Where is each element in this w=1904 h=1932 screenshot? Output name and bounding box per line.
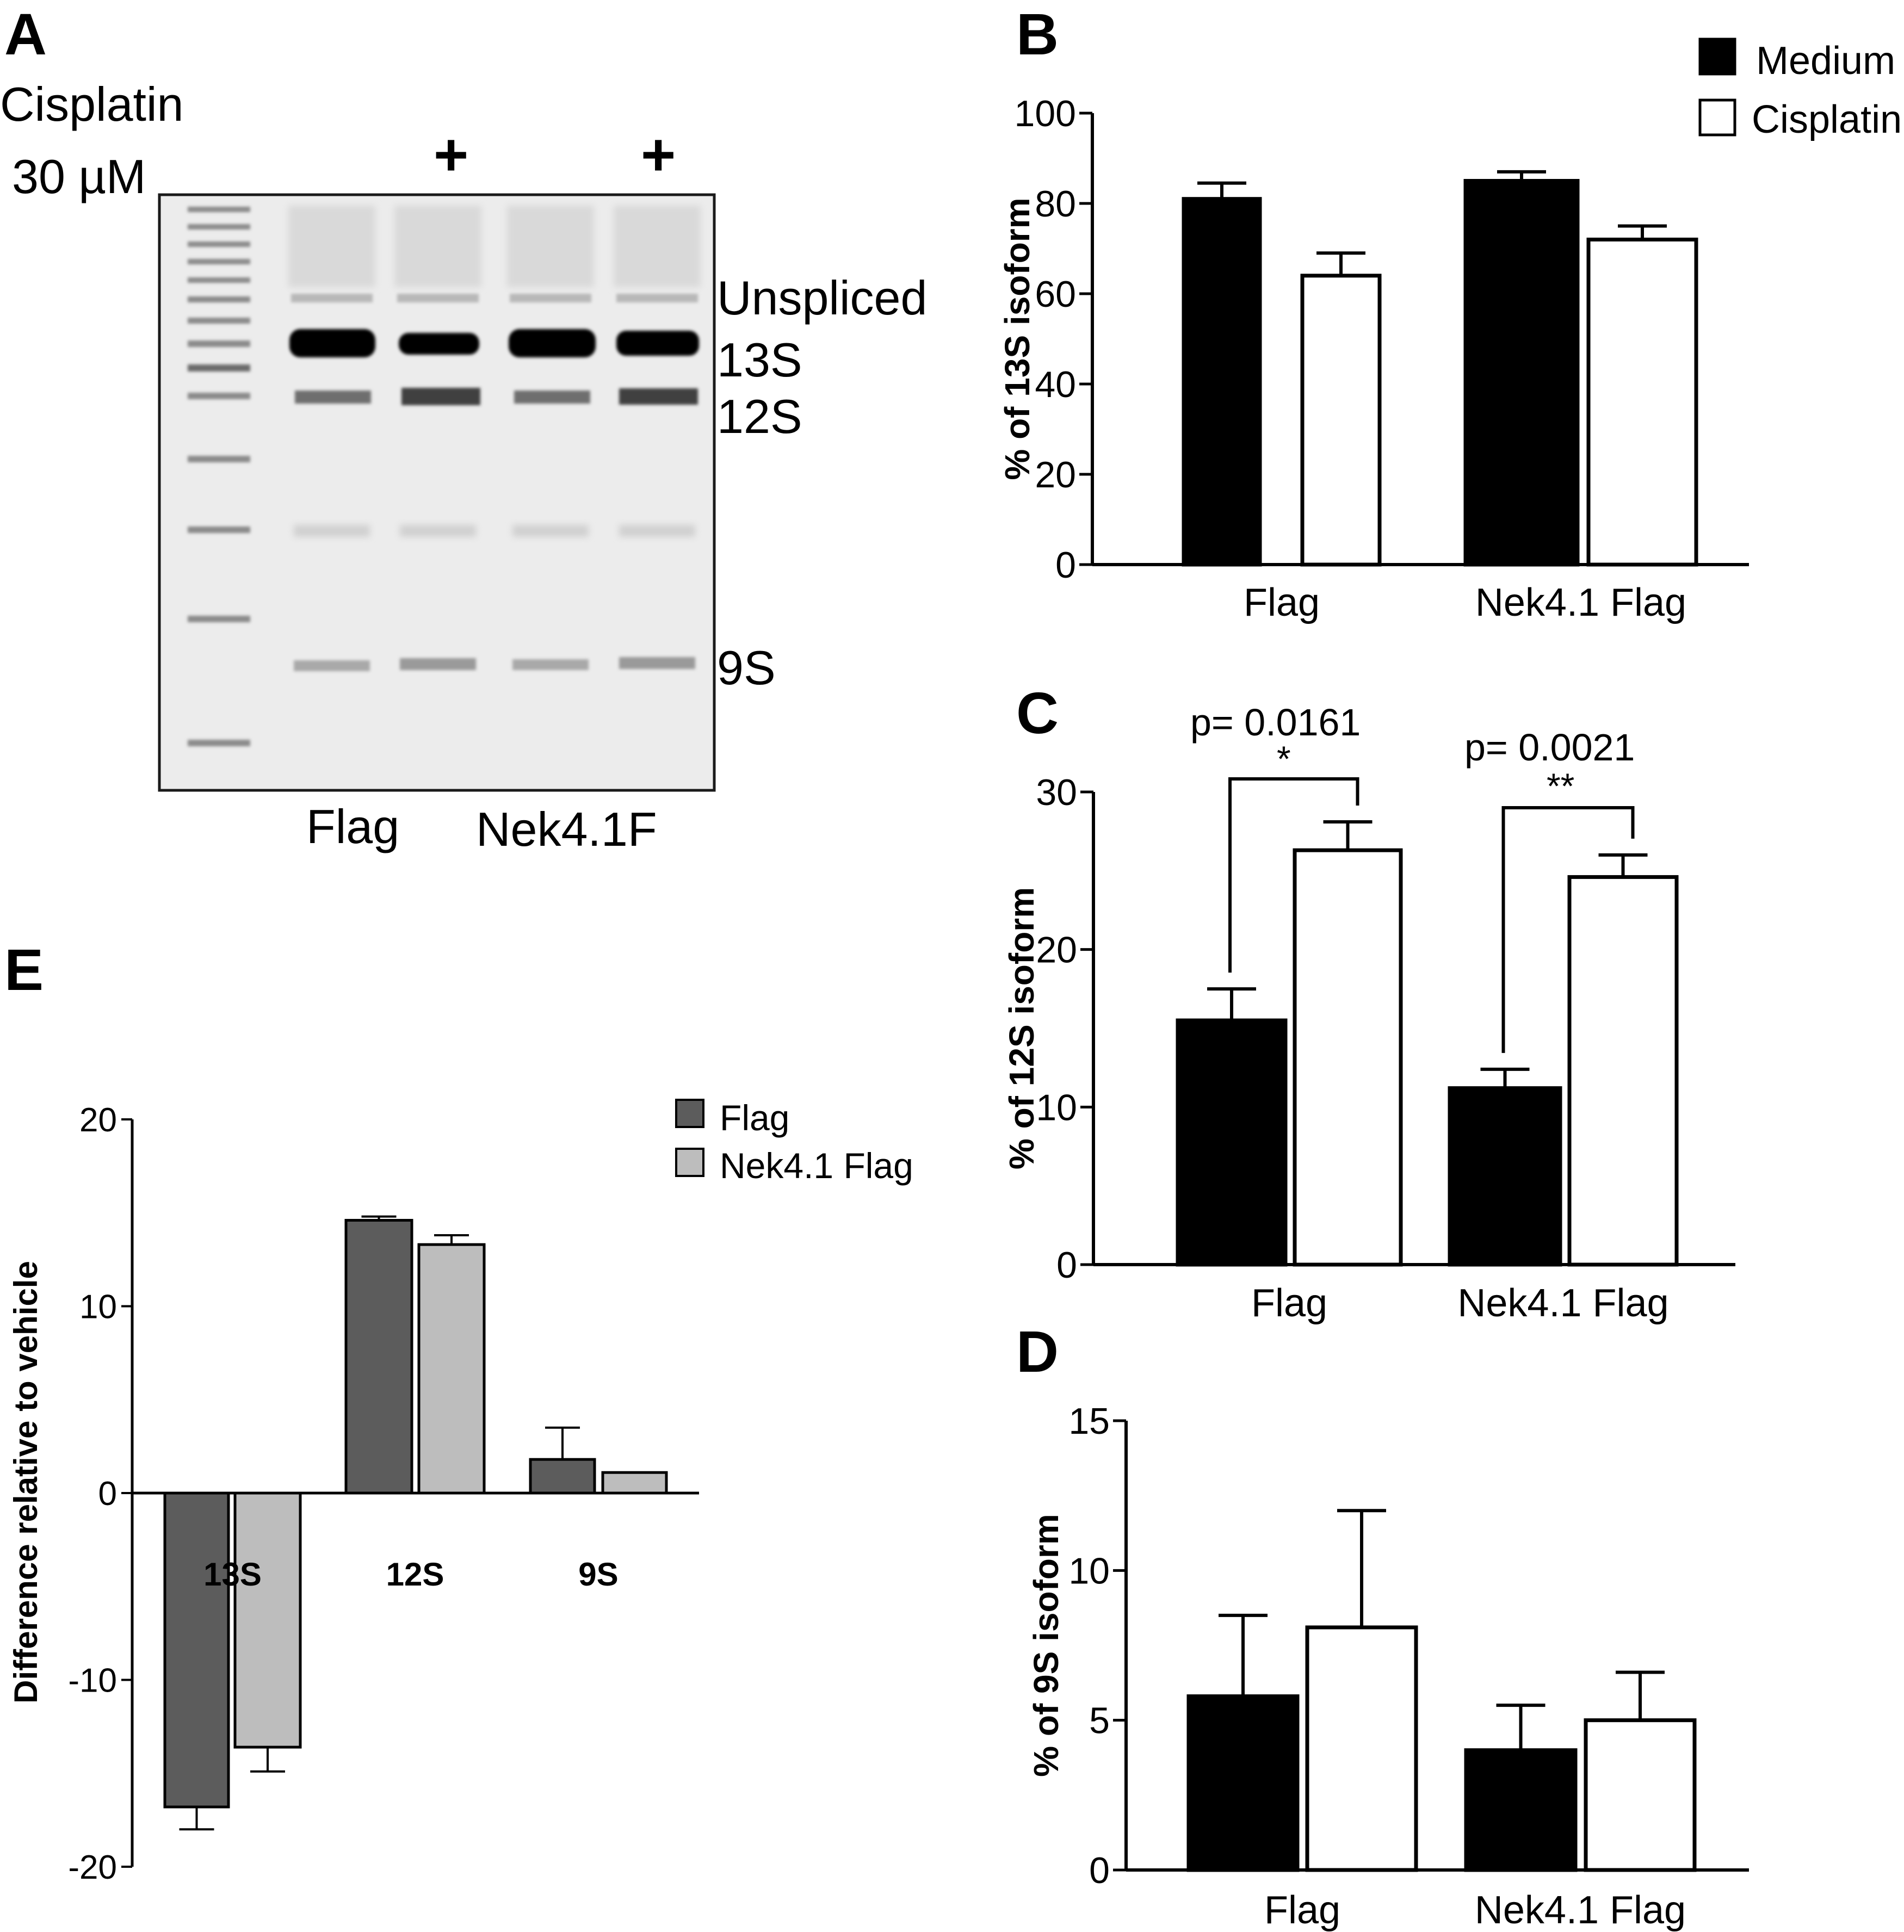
lane-label-nek41f: Nek4.1F <box>476 802 657 856</box>
gel-band-13s <box>289 329 699 357</box>
panel-letter-a: A <box>4 1 47 67</box>
gel-ladder <box>188 207 250 746</box>
legend-swatch-medium <box>1698 38 1736 76</box>
panel-letter-c: C <box>1016 680 1059 746</box>
y-tick-label: 0 <box>1055 544 1076 586</box>
y-tick-label: 10 <box>1068 1550 1110 1592</box>
gel-band-9s <box>294 657 695 671</box>
y-axis-label: % of 9S isoform <box>1027 1514 1066 1777</box>
y-tick-label: 15 <box>1068 1401 1110 1442</box>
y-tick-label: 40 <box>1035 364 1076 405</box>
pvalue-nek41-flag: p= 0.0021 <box>1464 726 1635 769</box>
bar-nek4-1-flag-13s <box>233 1491 302 1749</box>
y-tick-label: 30 <box>1036 772 1077 813</box>
y-tick-label: 0 <box>1056 1244 1077 1286</box>
legend-e-swatch-nek41-flag <box>675 1148 704 1177</box>
bar-cisplatin-nek4-1-flag <box>1567 875 1679 1267</box>
pvalue-flag: p= 0.0161 <box>1190 701 1361 744</box>
y-axis-label: % of 12S isoform <box>1002 887 1041 1169</box>
plus-mark-lane4: + <box>641 121 676 188</box>
significance-bracket-flag <box>1228 777 1359 973</box>
y-tick-label: -10 <box>68 1662 117 1700</box>
dose-label: 30 µM <box>12 150 146 203</box>
bar-medium-nek4-1-flag <box>1464 1748 1578 1872</box>
legend-e-label-nek41-flag: Nek4.1 Flag <box>720 1145 913 1186</box>
bar-medium-nek4-1-flag <box>1448 1086 1562 1267</box>
band-label-13s: 13S <box>717 333 802 387</box>
y-tick-label: 0 <box>98 1475 117 1513</box>
x-category-label-flag: Flag <box>1244 581 1320 624</box>
y-axis-label: Difference relative to vehicle <box>8 1261 44 1704</box>
bar-cisplatin-nek4-1-flag <box>1584 1718 1697 1872</box>
band-label-unspliced: Unspliced <box>717 271 927 325</box>
x-category-label-13s: 13S <box>203 1556 262 1593</box>
band-label-12s: 12S <box>717 389 802 443</box>
y-tick-label: 80 <box>1035 183 1076 225</box>
x-category-label-nek4-1-flag: Nek4.1 Flag <box>1475 1888 1686 1932</box>
x-category-label-9s: 9S <box>578 1556 618 1593</box>
significance-annotations: p= 0.0161 * p= 0.0021 ** <box>1190 701 1635 806</box>
gel-lane-smears <box>288 206 701 287</box>
bar-medium-nek4-1-flag <box>1463 179 1580 567</box>
legend-e-label-flag: Flag <box>720 1098 789 1138</box>
chart-b: 0 20 40 60 80 100 Flag Nek4.1 Flag % of 13S isof… <box>998 93 1749 624</box>
bar-cisplatin-nek4-1-flag <box>1586 237 1698 567</box>
x-category-label-nek4-1-flag: Nek4.1 Flag <box>1475 581 1686 624</box>
gel-band-unspliced <box>291 294 698 302</box>
gel-band-12s <box>295 388 698 405</box>
y-tick-label: 20 <box>79 1101 117 1139</box>
bar-nek4-1-flag-9s <box>601 1471 668 1495</box>
band-label-9s: 9S <box>717 641 776 695</box>
chart-e: -20 -10 0 10 20 13S 12S 9S Difference relative t… <box>8 1101 699 1886</box>
chart-d: 0 5 10 15 Flag Nek4.1 Flag % of 9S isoform <box>1027 1401 1749 1932</box>
gel-image <box>158 193 716 792</box>
y-tick-label: 10 <box>1036 1087 1077 1128</box>
y-tick-label: 0 <box>1089 1850 1110 1891</box>
legend-label-medium: Medium <box>1756 39 1895 83</box>
bar-medium-flag <box>1186 1694 1300 1872</box>
bar-medium-flag <box>1176 1018 1288 1267</box>
legend-e: Flag Nek4.1 Flag <box>675 1098 913 1186</box>
bar-cisplatin-flag <box>1300 274 1382 567</box>
bar-cisplatin-flag <box>1305 1625 1418 1872</box>
x-category-label-flag: Flag <box>1251 1281 1327 1325</box>
legend-main: Medium Cisplatin <box>1698 38 1902 141</box>
panel-letter-e: E <box>4 937 44 1002</box>
y-tick-label: 100 <box>1015 93 1076 134</box>
y-tick-label: 10 <box>79 1289 117 1326</box>
y-tick-label: 20 <box>1035 454 1076 496</box>
lane-label-flag: Flag <box>306 800 399 853</box>
y-axis-label: % of 13S isoform <box>998 197 1037 480</box>
panel-letter-b: B <box>1016 1 1059 67</box>
bar-flag-12s <box>344 1218 413 1495</box>
legend-e-swatch-flag <box>675 1099 704 1128</box>
legend-label-cisplatin: Cisplatin <box>1752 98 1902 141</box>
panel-a: A Cisplatin 30 µM + + <box>0 1 927 856</box>
bar-nek4-1-flag-12s <box>417 1243 486 1495</box>
plus-mark-lane2: + <box>434 121 468 188</box>
x-category-label-flag: Flag <box>1264 1888 1340 1932</box>
x-category-label-12s: 12S <box>386 1556 444 1593</box>
significance-bracket-nek4-1-flag <box>1501 806 1635 1053</box>
y-tick-label: 5 <box>1089 1700 1110 1742</box>
bar-medium-flag <box>1182 197 1262 567</box>
cisplatin-label: Cisplatin <box>0 77 183 131</box>
chart-c: 0 10 20 30 Flag Nek4.1 Flag % of 12S isoform <box>1002 772 1735 1325</box>
bar-flag-9s <box>529 1458 596 1495</box>
panel-letter-d: D <box>1016 1318 1059 1384</box>
stars-flag: * <box>1277 739 1291 779</box>
y-tick-label: -20 <box>68 1849 117 1886</box>
x-category-label-nek4-1-flag: Nek4.1 Flag <box>1457 1281 1668 1325</box>
bar-flag-13s <box>163 1491 230 1809</box>
y-tick-label: 60 <box>1035 274 1076 315</box>
legend-swatch-cisplatin <box>1698 98 1736 137</box>
gel-band-faint <box>294 525 695 537</box>
stars-nek41-flag: ** <box>1547 766 1574 806</box>
bar-cisplatin-flag <box>1293 848 1403 1267</box>
y-tick-label: 20 <box>1036 930 1077 971</box>
